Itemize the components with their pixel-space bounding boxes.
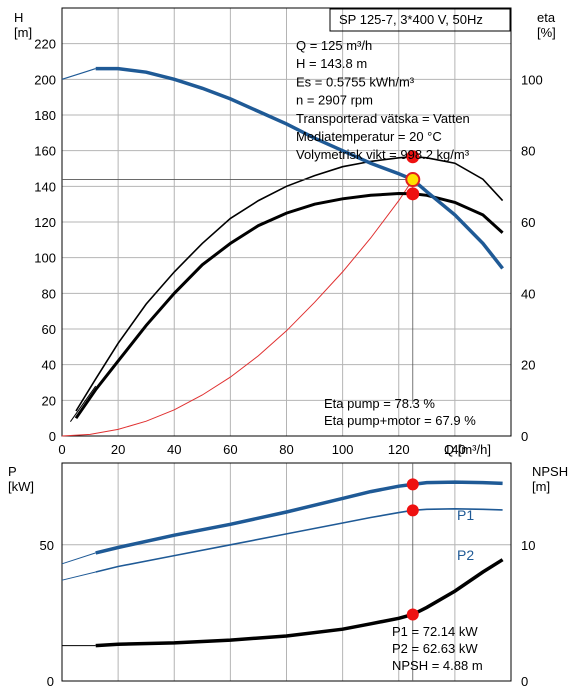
p2-marker (406, 504, 419, 517)
duty-info-line: Mediatemperatur = 20 °C (296, 129, 442, 144)
y-axis-label: P (8, 464, 17, 479)
y2-tick-label: 0 (521, 429, 528, 444)
x-tick-label: 140 (444, 442, 466, 457)
p2-series-label: P2 (457, 547, 474, 563)
y2-tick-label: 10 (521, 538, 535, 553)
y2-tick-label: 80 (521, 144, 535, 159)
x-axis-label: Q [m³/h] (444, 442, 491, 457)
y2-tick-label: 60 (521, 215, 535, 230)
head-efficiency-panel: 0204060801001201401601802002200204060801… (14, 7, 556, 457)
eta-total-marker (406, 187, 420, 201)
x-tick-label: 100 (332, 442, 354, 457)
eta-start-hook (69, 385, 97, 422)
y2-axis-label: NPSH (532, 464, 568, 479)
power-info-line: P1 = 72.14 kW (392, 624, 478, 639)
y-tick-label: 20 (42, 393, 56, 408)
y-tick-label: 160 (34, 144, 56, 159)
p1-curve-start (61, 552, 96, 565)
y-axis-label: [kW] (8, 479, 34, 494)
duty-info-line: n = 2907 rpm (296, 93, 373, 108)
y-tick-label: 60 (42, 322, 56, 337)
power-info-line: NPSH = 4.88 m (392, 658, 483, 673)
p2-curve (95, 507, 503, 573)
duty-info-line: Transporterad vätska = Vatten (296, 111, 470, 126)
p1-series-label: P1 (457, 507, 474, 523)
y-tick-label: 200 (34, 72, 56, 87)
x-tick-label: 20 (111, 442, 125, 457)
x-tick-label: 0 (58, 442, 65, 457)
y2-axis-label: [m] (532, 479, 550, 494)
x-tick-label: 120 (388, 442, 410, 457)
y2-tick-label: 40 (521, 286, 535, 301)
y2-tick-label: 20 (521, 358, 535, 373)
duty-info-line: Volymetrisk vikt = 998.2 kg/m³ (296, 147, 470, 162)
chart-title: SP 125-7, 3*400 V, 50Hz (339, 12, 483, 27)
title-box (329, 8, 511, 32)
head-curve (95, 66, 504, 270)
duty-info-line: Q = 125 m³/h (296, 38, 372, 53)
duty-info-line: Es = 0.5755 kWh/m³ (296, 74, 415, 89)
npsh-curve (95, 558, 504, 648)
eta-pump-curve (75, 155, 504, 412)
y-tick-label: 50 (40, 538, 54, 553)
power-npsh-panel: 0 50 0 10 P[kW] NPSH[m] P1 P2 P1 = 72.14 kW P2 = … (8, 462, 568, 689)
y-tick-label: 220 (34, 37, 56, 52)
y-tick-label: 140 (34, 179, 56, 194)
y-tick-label: 80 (42, 286, 56, 301)
npsh-marker (406, 608, 419, 621)
x-tick-label: 60 (223, 442, 237, 457)
plot-frame (61, 462, 512, 682)
p1-marker (406, 478, 419, 491)
y-tick-label: 0 (47, 674, 54, 689)
x-tick-label: 40 (167, 442, 181, 457)
eta-pump-marker (406, 150, 420, 164)
y-tick-label: 180 (34, 108, 56, 123)
plot-frame (61, 7, 512, 437)
y2-tick-label: 0 (521, 674, 528, 689)
eta-total-curve (74, 191, 504, 420)
y2-axis-label: eta (537, 10, 556, 25)
y-tick-label: 0 (49, 429, 56, 444)
eta-info-line: Eta pump = 78.3 % (324, 396, 435, 411)
p2-curve-start (61, 571, 96, 581)
power-info-line: P2 = 62.63 kW (392, 641, 478, 656)
y-axis-label: H (14, 10, 23, 25)
duty-info-line: H = 143.8 m (296, 56, 367, 71)
head-curve-start (61, 68, 96, 80)
p1-curve (95, 480, 503, 555)
y-tick-label: 40 (42, 358, 56, 373)
y2-tick-label: 100 (521, 72, 543, 87)
y-tick-label: 100 (34, 251, 56, 266)
y2-axis-label: [%] (537, 25, 556, 40)
eta-info-line: Eta pump+motor = 67.9 % (324, 413, 476, 428)
system-curve (61, 179, 414, 437)
y-axis-label: [m] (14, 25, 32, 40)
y-tick-label: 120 (34, 215, 56, 230)
x-tick-label: 80 (279, 442, 293, 457)
duty-point-marker (405, 172, 421, 188)
